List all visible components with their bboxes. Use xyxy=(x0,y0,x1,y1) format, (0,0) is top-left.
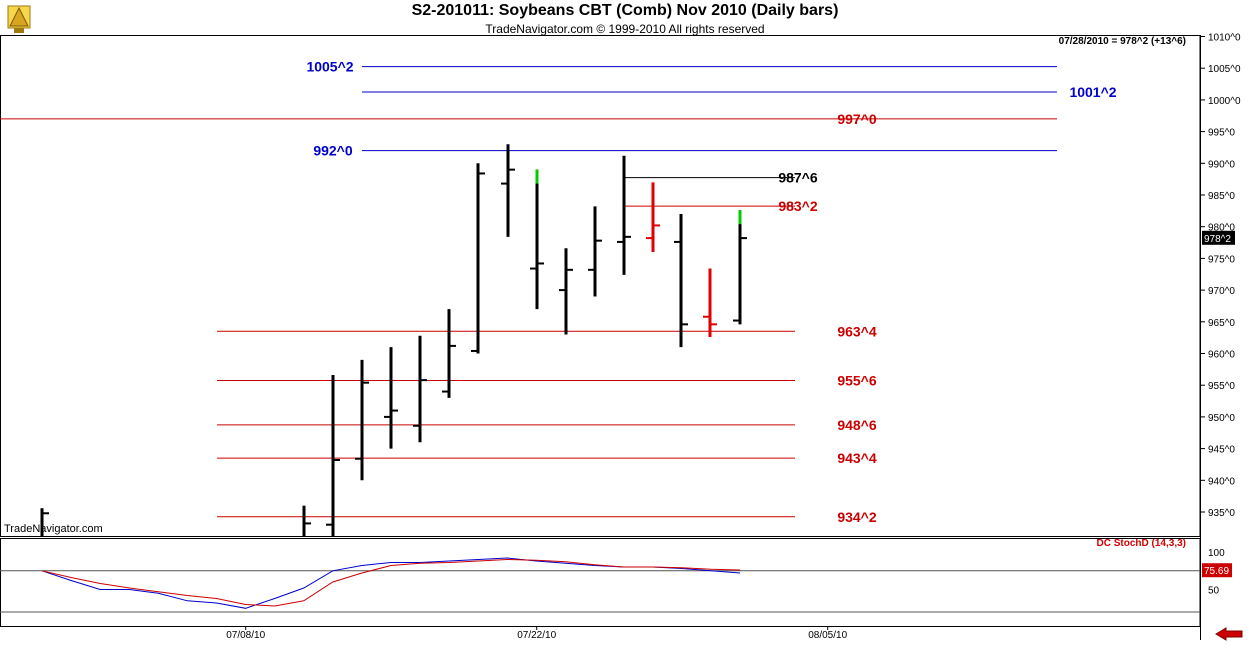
date-tick-label: 07/22/10 xyxy=(517,630,556,641)
level-label: 934^2 xyxy=(837,509,877,525)
price-tick-label: 960^0 xyxy=(1208,350,1235,361)
chart-title: S2-201011: Soybeans CBT (Comb) Nov 2010 … xyxy=(411,2,839,19)
date-tick-label: 07/08/10 xyxy=(226,630,265,641)
level-label: 963^4 xyxy=(837,323,877,339)
stoch-series-line xyxy=(41,558,741,607)
indicator-last-tag-label: 75.69 xyxy=(1204,566,1229,577)
price-tick-label: 995^0 xyxy=(1208,128,1235,139)
indicator-tick-label: 100 xyxy=(1208,548,1225,559)
indicator-last-tag xyxy=(1202,563,1232,578)
price-tick-label: 965^0 xyxy=(1208,318,1235,329)
indicator-panel-frame xyxy=(0,538,1201,627)
price-tick-label: 985^0 xyxy=(1208,191,1235,202)
level-label: 997^0 xyxy=(837,111,877,127)
level-label: 1005^2 xyxy=(306,59,353,75)
price-tick-label: 1005^0 xyxy=(1208,64,1241,75)
level-label: 992^0 xyxy=(313,143,353,159)
level-label: 983^2 xyxy=(778,198,818,214)
watermark-text: TradeNavigator.com xyxy=(4,523,103,535)
price-tick-label: 945^0 xyxy=(1208,445,1235,456)
level-label: 987^6 xyxy=(778,170,818,186)
price-tick-label: 940^0 xyxy=(1208,476,1235,487)
date-tick-label: 08/05/10 xyxy=(808,630,847,641)
scroll-left-arrow-icon[interactable] xyxy=(1214,627,1244,641)
indicator-label: DC StochD (14,3,3) xyxy=(1096,538,1186,549)
price-tick-label: 935^0 xyxy=(1208,508,1235,519)
indicator-tick-label: 50 xyxy=(1208,586,1220,597)
price-tick-label: 1000^0 xyxy=(1208,96,1241,107)
price-tick-label: 980^0 xyxy=(1208,223,1235,234)
price-tick-label: 955^0 xyxy=(1208,381,1235,392)
price-tick-label: 990^0 xyxy=(1208,159,1235,170)
copyright-subtitle: TradeNavigator.com © 1999-2010 All right… xyxy=(485,22,765,36)
price-tick-label: 970^0 xyxy=(1208,286,1235,297)
level-label: 1001^2 xyxy=(1069,84,1116,100)
level-label: 955^6 xyxy=(837,372,877,388)
last-price-tag xyxy=(1202,230,1235,245)
price-tick-label: 1010^0 xyxy=(1208,33,1241,44)
last-price-tag-label: 978^2 xyxy=(1204,234,1231,245)
navigator-logo-icon xyxy=(4,2,34,36)
last-price-readout: 07/28/2010 = 978^2 (+13^6) xyxy=(1058,36,1186,47)
level-label: 943^4 xyxy=(837,450,877,466)
price-tick-label: 975^0 xyxy=(1208,254,1235,265)
level-label: 948^6 xyxy=(837,417,877,433)
price-tick-label: 950^0 xyxy=(1208,413,1235,424)
price-panel-frame xyxy=(0,35,1201,537)
